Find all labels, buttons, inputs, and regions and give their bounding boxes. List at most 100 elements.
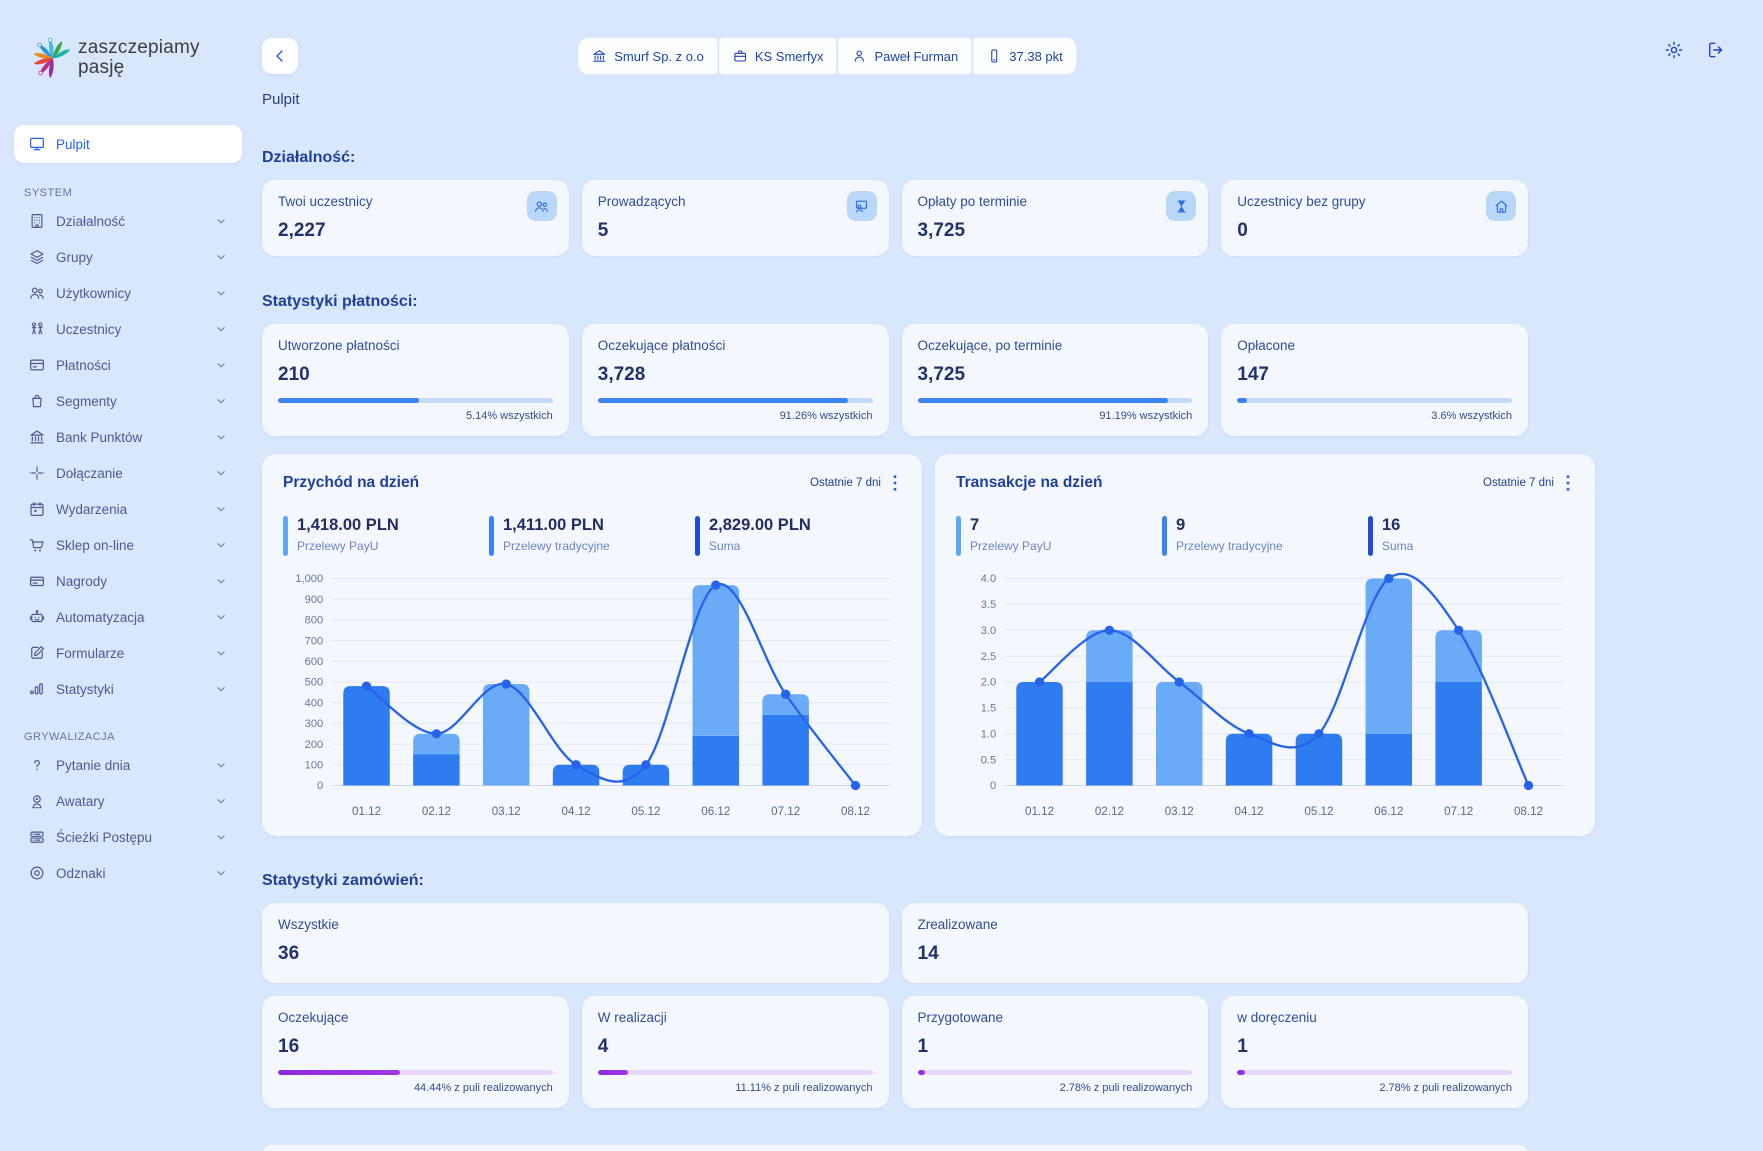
- svg-text:06.12: 06.12: [701, 805, 730, 818]
- sidebar-item-uzytkownicy[interactable]: Użytkownicy: [14, 275, 242, 311]
- stat-accent: [956, 516, 961, 556]
- data-point: [1454, 625, 1464, 635]
- bar-segment: [1086, 681, 1133, 786]
- stat-accent: [283, 516, 288, 556]
- svg-text:07.12: 07.12: [1444, 805, 1473, 818]
- sidebar-item-nagrody[interactable]: Nagrody: [14, 563, 242, 599]
- data-point: [1034, 677, 1045, 687]
- chart-card-transakcje-na-dzien: Transakcje na dzień Ostatnie 7 dni 7 Przele…: [935, 454, 1595, 837]
- page-title: Pulpit: [262, 91, 300, 108]
- card-label: Oczekujące: [278, 1010, 349, 1026]
- data-point: [361, 681, 372, 691]
- user-icon: [851, 48, 867, 64]
- stat-value: 7: [970, 516, 980, 534]
- settings-button[interactable]: [1664, 40, 1684, 60]
- chevron-down-icon: [214, 502, 228, 516]
- chevron-down-icon: [214, 758, 228, 772]
- card-label: W realizacji: [597, 1010, 667, 1026]
- sidebar-item-label: Użytkownicy: [56, 285, 132, 301]
- sidebar-item-pulpit[interactable]: Pulpit: [14, 125, 242, 163]
- logout-button[interactable]: [1706, 40, 1726, 60]
- chevron-down-icon: [214, 286, 228, 300]
- svg-text:600: 600: [305, 656, 323, 668]
- cart-icon: [28, 536, 46, 554]
- order-cards: Oczekujące 16 44.44% z puli realizowanych W…: [262, 996, 1528, 1109]
- sidebar-item-wydarzenia[interactable]: Wydarzenia: [14, 491, 242, 527]
- stat-text: 7 Przelewy PayU: [970, 516, 1051, 556]
- progress-fill: [278, 398, 420, 403]
- sidebar-item-label: Automatyzacja: [56, 609, 145, 625]
- sidebar-item-dolaczanie[interactable]: Dołączanie: [14, 455, 242, 491]
- percent-label: 5.14% wszystkich: [465, 410, 553, 422]
- chart-header: Przychód na dzień Ostatnie 7 dni: [283, 472, 901, 494]
- sidebar-item-label: Dołączanie: [56, 465, 123, 481]
- chart-menu-button[interactable]: [889, 472, 901, 494]
- sidebar-item-formularze[interactable]: Formularze: [14, 635, 242, 671]
- sidebar-item-label: Działalność: [56, 213, 126, 229]
- card-value: 1: [917, 1036, 929, 1058]
- activity-cards: Twoi uczestnicy 2,227 Prowadzących 5 Opłaty …: [262, 180, 1528, 256]
- main-content: Smurf Sp. z o.o KS Smerfyx Paweł Furman 37.…: [262, 0, 1723, 1109]
- sidebar-item-odznaki[interactable]: Odznaki: [14, 855, 242, 891]
- card-value: 147: [1237, 364, 1269, 385]
- back-button[interactable]: [262, 38, 298, 74]
- card-value: 4: [597, 1036, 609, 1058]
- stats-icon: [28, 680, 46, 698]
- sidebar-item-awatary[interactable]: Awatary: [14, 783, 242, 819]
- card-label: Oczekujące, po terminie: [917, 338, 1063, 353]
- sidebar-item-label: Formularze: [56, 645, 125, 661]
- data-point: [1104, 625, 1115, 635]
- progress-fill: [1237, 398, 1248, 403]
- svg-text:400: 400: [305, 697, 323, 709]
- sidebar-item-dzialalnosc[interactable]: Działalność: [14, 203, 242, 239]
- stat-text: 9 Przelewy tradycyjne: [1176, 516, 1283, 556]
- chart-total-przelewy-tradycyjne: 9 Przelewy tradycyjne: [1162, 516, 1368, 556]
- sidebar-item-platnosci[interactable]: Płatności: [14, 347, 242, 383]
- stat-text: 16 Suma: [1382, 516, 1413, 556]
- progress-bar: [597, 1070, 873, 1076]
- topbar-badge-pawel-furman[interactable]: Paweł Furman: [838, 38, 972, 74]
- rewards-icon: [28, 572, 46, 590]
- charts-row: Przychód na dzień Ostatnie 7 dni 1,418.00 …: [262, 454, 1595, 837]
- sidebar-item-uczestnicy[interactable]: Uczestnicy: [14, 311, 242, 347]
- sidebar-item-sklep-on-line[interactable]: Sklep on-line: [14, 527, 242, 563]
- sidebar-item-statystyki[interactable]: Statystyki: [14, 671, 242, 707]
- chevron-down-icon: [214, 610, 228, 624]
- card-label: Oczekujące płatności: [597, 338, 726, 353]
- bar-segment: [692, 585, 740, 736]
- sidebar-item-sciezki-postepu[interactable]: Ścieżki Postępu: [14, 819, 242, 855]
- chart-total-przelewy-tradycyjne: 1,411.00 PLN Przelewy tradycyjne: [489, 516, 695, 556]
- bank-icon: [28, 428, 46, 446]
- chart-plot: 0 100 200 300 400 500 600 700 800 900 1,000 01.12 02…: [283, 570, 901, 826]
- brand-logo: zaszczepiamy pasję: [8, 30, 248, 85]
- svg-text:1,000: 1,000: [295, 573, 323, 585]
- sidebar-item-automatyzacja[interactable]: Automatyzacja: [14, 599, 242, 635]
- activity-card-prowadzacych: Prowadzących 5: [581, 180, 889, 256]
- card-value: 36: [278, 943, 300, 965]
- topbar-badge-smurf-sp-z-o-o[interactable]: Smurf Sp. z o.o: [578, 38, 717, 74]
- chevron-down-icon: [214, 358, 228, 372]
- sidebar-item-bank-punktow[interactable]: Bank Punktów: [14, 419, 242, 455]
- card-label: Zrealizowane: [917, 917, 998, 933]
- chart-header: Transakcje na dzień Ostatnie 7 dni: [956, 472, 1574, 494]
- stat-card-oczekujace-po-terminie: Oczekujące, po terminie 3,725 91.19% wszys…: [901, 324, 1209, 436]
- topbar-badge-37-38-pkt[interactable]: 37.38 pkt: [973, 38, 1076, 74]
- bar-segment: [622, 764, 670, 786]
- svg-text:05.12: 05.12: [1304, 805, 1333, 818]
- card-value: 14: [917, 943, 939, 965]
- svg-text:03.12: 03.12: [1165, 805, 1194, 818]
- progress-bar: [917, 398, 1193, 403]
- sidebar-item-pytanie-dnia[interactable]: Pytanie dnia: [14, 747, 242, 783]
- bag-icon: [28, 392, 46, 410]
- chart-menu-button[interactable]: [1562, 472, 1574, 494]
- bar-segment: [762, 714, 809, 786]
- order-summary-zrealizowane: Zrealizowane 14: [901, 903, 1528, 984]
- svg-text:03.12: 03.12: [492, 805, 521, 818]
- topbar-badge-ks-smerfyx[interactable]: KS Smerfyx: [718, 38, 837, 74]
- progress-bar: [597, 398, 873, 403]
- data-point: [1314, 729, 1324, 739]
- chart-total-suma: 16 Suma: [1368, 516, 1574, 556]
- sidebar-item-segmenty[interactable]: Segmenty: [14, 383, 242, 419]
- sidebar-item-grupy[interactable]: Grupy: [14, 239, 242, 275]
- svg-text:04.12: 04.12: [562, 805, 591, 818]
